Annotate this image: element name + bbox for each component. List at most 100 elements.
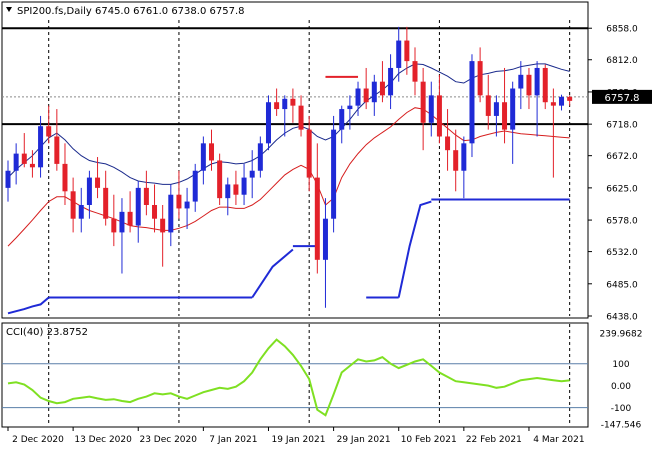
candle[interactable] [485,74,491,130]
candle[interactable] [322,198,328,308]
candle[interactable] [339,105,345,144]
candle[interactable] [542,64,548,110]
current-price-marker: 6757.8 [592,89,652,104]
candle[interactable] [453,129,459,192]
time-tick-label: 4 Mar 2021 [533,435,584,445]
candle-body [542,67,548,103]
candle[interactable] [70,177,76,233]
candle[interactable] [241,163,247,205]
candle[interactable] [388,54,394,110]
candle[interactable] [54,109,60,171]
candle[interactable] [412,47,418,96]
main-vertical-grid [48,20,571,316]
candle[interactable] [160,205,166,267]
candle[interactable] [428,81,434,137]
candle[interactable] [78,187,84,233]
candle[interactable] [436,74,442,144]
candle-body [160,218,166,233]
candle-body [135,187,141,226]
cci-grid [2,324,588,426]
time-tick-label: 22 Feb 2021 [466,435,522,445]
candle[interactable] [184,187,190,229]
candle-body [95,177,101,188]
candle[interactable] [314,143,320,274]
candle-body [420,81,426,123]
candle-body [331,129,337,219]
candle[interactable] [176,170,182,219]
candle[interactable] [233,170,239,205]
chevron-down-icon[interactable] [6,7,12,12]
candle-body [200,143,206,171]
candle[interactable] [290,88,296,123]
candle[interactable] [62,143,68,205]
candle[interactable] [469,54,475,158]
candle[interactable] [567,95,573,106]
candle[interactable] [135,181,141,243]
candle-body [477,61,483,96]
candle[interactable] [559,94,565,111]
candle[interactable] [282,95,288,137]
candle[interactable] [298,95,304,137]
candle[interactable] [534,61,540,137]
candle[interactable] [200,136,206,185]
candle[interactable] [306,115,312,192]
candle[interactable] [510,81,516,164]
candle[interactable] [29,150,35,178]
candle[interactable] [274,88,280,116]
candle[interactable] [143,170,149,216]
candle[interactable] [420,67,426,151]
candle[interactable] [461,136,467,199]
candle[interactable] [249,150,255,199]
candle[interactable] [257,136,263,178]
candle[interactable] [265,95,271,151]
candle[interactable] [209,129,214,171]
candle[interactable] [127,191,133,233]
candle[interactable] [477,47,483,103]
stop-segment [397,200,432,298]
candle[interactable] [355,81,361,116]
candle-body [396,40,402,68]
candle[interactable] [86,170,92,219]
candle-body [322,218,328,260]
candle[interactable] [21,133,27,168]
candle-body [86,177,92,205]
candle[interactable] [13,143,19,185]
candle[interactable] [168,184,174,247]
candle[interactable] [38,115,44,178]
candle-body [62,163,68,192]
candle[interactable] [379,61,385,103]
candle[interactable] [217,153,223,205]
price-tick-label: 6532.0 [606,248,638,258]
candle[interactable] [95,157,101,199]
candle[interactable] [152,184,158,233]
candle-body [233,184,239,195]
candle[interactable] [331,115,337,233]
candle[interactable] [371,74,377,116]
candle[interactable] [518,61,524,110]
candles[interactable] [5,26,573,308]
candle[interactable] [5,160,11,202]
candle[interactable] [46,105,52,144]
candle[interactable] [363,67,369,110]
candle[interactable] [225,177,231,216]
candle[interactable] [192,163,198,212]
candle[interactable] [396,26,402,82]
stop-segment [251,248,294,299]
candle[interactable] [103,170,109,226]
candle[interactable] [445,109,451,171]
price-tick-label: 6718.0 [606,121,638,131]
candle[interactable] [111,194,117,247]
candle[interactable] [493,95,499,137]
candle-body [13,153,19,171]
candle[interactable] [119,198,125,274]
candle-body [314,177,320,260]
candle[interactable] [526,67,532,110]
candle[interactable] [347,95,353,130]
envelope-bands [7,63,570,247]
candle[interactable] [550,88,556,178]
candle[interactable] [502,67,508,144]
candle-body [21,153,27,164]
candle[interactable] [404,26,410,75]
